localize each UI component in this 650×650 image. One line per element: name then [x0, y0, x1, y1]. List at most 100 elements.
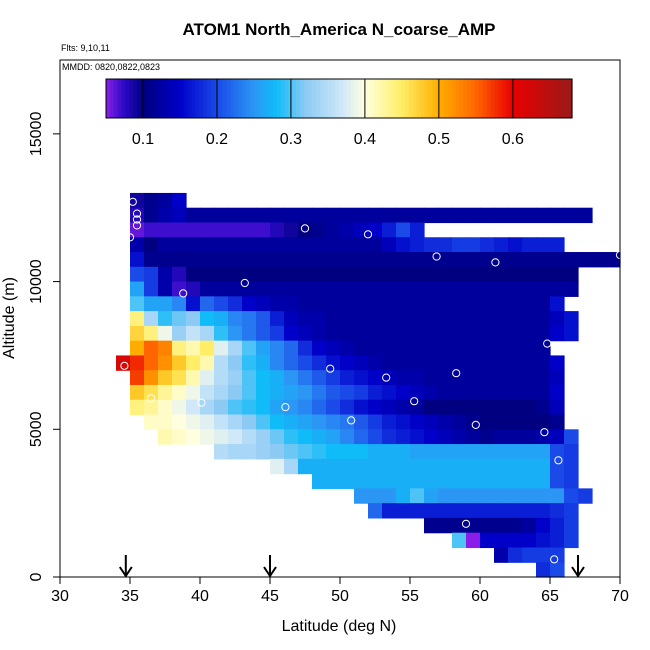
heatmap-cell	[214, 384, 229, 401]
heatmap-cell	[270, 311, 285, 327]
colorbar-tick-label: 0.6	[502, 131, 524, 148]
colorbar-swatch	[443, 79, 449, 118]
heatmap-cell	[340, 473, 355, 489]
colorbar-swatch	[261, 79, 266, 118]
heatmap-cell	[410, 473, 425, 489]
heatmap-cell	[340, 266, 355, 283]
heatmap-cell	[438, 473, 453, 489]
heatmap-cell	[228, 252, 243, 268]
heatmap-cell	[550, 488, 565, 504]
heatmap-cell	[228, 281, 243, 297]
heatmap-cell	[480, 296, 495, 312]
observation-point	[491, 258, 500, 267]
heatmap-cell	[298, 296, 313, 312]
heatmap-cell	[368, 399, 383, 416]
colorbar-swatch	[109, 79, 115, 118]
colorbar-swatch	[230, 79, 235, 118]
heatmap-cell	[480, 429, 495, 445]
heatmap-cell	[144, 370, 159, 386]
heatmap-cell	[312, 370, 327, 386]
heatmap-cell	[130, 325, 145, 342]
heatmap-cell	[172, 399, 187, 416]
heatmap-cell	[466, 429, 481, 445]
colorbar-swatch	[436, 79, 441, 118]
heatmap-cell	[284, 222, 299, 238]
heatmap-cell	[326, 414, 341, 430]
heatmap-cell	[284, 237, 299, 253]
heatmap-cell	[158, 384, 173, 401]
colorbar-swatch	[420, 79, 426, 118]
heatmap-cell	[298, 325, 313, 342]
heatmap-cell	[340, 325, 355, 342]
heatmap-cell	[312, 311, 327, 327]
heatmap-cell	[144, 340, 159, 357]
heatmap-cell	[452, 340, 467, 357]
heatmap-cell	[312, 207, 327, 224]
heatmap-cell	[438, 517, 453, 534]
heatmap-cell	[284, 281, 299, 297]
heatmap-cell	[522, 370, 537, 386]
colorbar-swatch	[339, 79, 344, 118]
colorbar-swatch	[564, 79, 569, 118]
heatmap-cell	[536, 444, 551, 460]
heatmap-cell	[312, 325, 327, 342]
heatmap-cell	[564, 517, 579, 534]
heatmap-cell	[522, 340, 537, 357]
colorbar-swatch	[319, 79, 325, 118]
heatmap-cell	[494, 252, 509, 268]
observation-point	[128, 197, 137, 206]
heatmap-cell	[522, 488, 537, 504]
heatmap-cell	[144, 399, 159, 416]
heatmap-cell	[536, 488, 551, 504]
heatmap-cell	[564, 252, 579, 268]
heatmap-cell	[368, 222, 383, 238]
heatmap-cell	[368, 237, 383, 253]
heatmap-cell	[466, 296, 481, 312]
observation-point	[300, 224, 310, 233]
heatmap-cell	[424, 325, 439, 342]
heatmap-cell	[410, 237, 425, 253]
heatmap-cell	[284, 311, 299, 327]
heatmap-cell	[494, 207, 509, 224]
colorbar-swatch	[540, 79, 546, 118]
heatmap-cell	[466, 473, 481, 489]
heatmap-cell	[256, 311, 271, 327]
heatmap-cell	[536, 503, 551, 519]
heatmap-cell	[410, 222, 425, 238]
heatmap-cell	[508, 311, 523, 327]
heatmap-cell	[242, 325, 257, 342]
heatmap-cell	[186, 384, 201, 401]
colorbar-tick-label: 0.5	[428, 131, 450, 148]
flights-note: Flts: 9,10,11	[61, 43, 110, 53]
heatmap-cell	[410, 281, 425, 297]
colorbar-swatch	[424, 79, 429, 118]
heatmap-cell	[382, 414, 397, 430]
heatmap-cell	[298, 384, 313, 401]
heatmap-cell	[172, 281, 187, 297]
colorbar-swatch	[137, 79, 142, 118]
heatmap-cell	[186, 370, 201, 386]
heatmap-cell	[256, 207, 271, 224]
colorbar-swatch	[350, 79, 356, 118]
heatmap-cell	[228, 311, 243, 327]
heatmap-cell	[536, 207, 551, 224]
colorbar-swatch	[113, 79, 119, 118]
heatmap-cell	[228, 370, 243, 386]
y-tick-label: 0	[28, 572, 45, 581]
heatmap-cell	[158, 207, 173, 224]
heatmap-cell	[452, 532, 467, 549]
observation-point	[125, 233, 135, 242]
heatmap-cell	[326, 252, 341, 268]
heatmap-cell	[298, 458, 313, 475]
heatmap-cell	[410, 355, 425, 371]
heatmap-cell	[452, 444, 467, 460]
heatmap-cell	[340, 296, 355, 312]
heatmap-cell	[130, 222, 145, 238]
heatmap-cell	[130, 340, 145, 357]
heatmap-cell	[396, 444, 411, 460]
heatmap-cell	[550, 237, 565, 253]
heatmap-cell	[396, 488, 411, 504]
heatmap-cell	[284, 414, 299, 430]
heatmap-cell	[536, 532, 551, 549]
colorbar-swatch	[323, 79, 328, 118]
